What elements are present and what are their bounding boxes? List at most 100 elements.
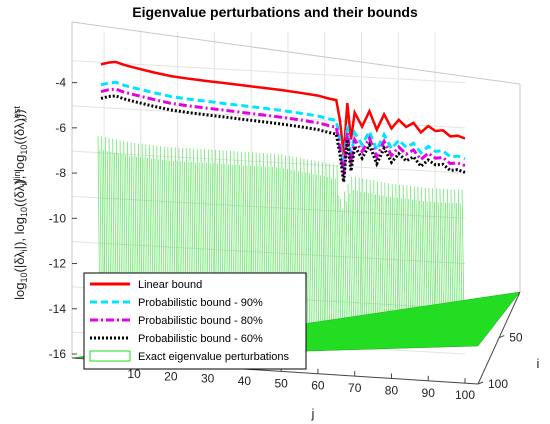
grid-line-z (70, 150, 466, 174)
series-line (100, 80, 466, 169)
exact-spike (437, 202, 441, 324)
exact-spike (320, 175, 323, 330)
z-tick-label: -16 (49, 347, 67, 361)
exact-spike (421, 187, 424, 325)
y-label-sub: 10 (19, 207, 29, 217)
y-label-sup: lin (12, 172, 22, 181)
exact-spike (356, 191, 360, 328)
exact-spike (399, 184, 402, 326)
z-tick-label: -14 (49, 302, 67, 316)
exact-spike (314, 160, 318, 331)
y-label-text: ), log (12, 155, 27, 184)
exact-spike (331, 177, 334, 330)
exact-spike (362, 178, 366, 328)
exact-spike (351, 176, 355, 329)
exact-spike (309, 173, 312, 331)
legend-label: Probabilistic bound - 90% (138, 297, 263, 309)
exact-spike (338, 195, 342, 329)
y-label-text: (|δλ (12, 251, 27, 273)
x-tick-label: 20 (164, 369, 178, 383)
exact-spike (413, 186, 417, 325)
exact-spike (342, 208, 345, 329)
exact-spike (378, 195, 382, 327)
exact-spike (332, 164, 336, 330)
exact-spike (446, 189, 450, 323)
series-line (100, 87, 466, 176)
legend-label: Exact eigenvalue perturbations (138, 351, 290, 363)
grid-line-z (70, 60, 466, 84)
x-tick-label: 80 (385, 383, 399, 397)
exact-spike (389, 197, 393, 326)
x-tick-label: 90 (422, 386, 436, 400)
y-label-sub: i (19, 249, 29, 251)
exact-spike (452, 203, 456, 323)
x-tick-label: 100 (455, 388, 475, 402)
exact-spike (327, 176, 331, 330)
exact-spike (393, 197, 397, 326)
exact-spike (419, 200, 423, 325)
exact-spike (307, 159, 310, 331)
y-label-sub: 10 (19, 273, 29, 283)
exact-spike (459, 203, 463, 323)
exact-spike (426, 201, 430, 324)
exact-spike (343, 191, 347, 329)
exact-spike (400, 198, 404, 326)
exact-spike (316, 174, 320, 330)
exact-spike (369, 179, 373, 328)
grid-line-z (70, 105, 466, 129)
y-label-sup: est (12, 106, 22, 119)
exact-spike (386, 196, 389, 327)
x-axis-label: j (311, 406, 315, 421)
exact-spike (430, 201, 434, 324)
legend-box (83, 272, 307, 370)
exact-spike (329, 163, 332, 330)
legend-label: Probabilistic bound - 80% (138, 315, 263, 327)
exact-spike (323, 176, 327, 330)
exact-spike (340, 199, 344, 329)
z-tick-label: -6 (55, 121, 66, 135)
y-label-sub: i (19, 184, 29, 186)
exact-spike (345, 201, 349, 329)
exact-spike (443, 188, 446, 324)
legend-label: Probabilistic bound - 60% (138, 333, 263, 345)
exact-spike (360, 191, 364, 328)
exact-spike (310, 159, 314, 331)
exact-spike (334, 178, 338, 329)
exact-spike (321, 162, 325, 330)
exact-spike (366, 179, 369, 328)
x-tick-label: 30 (201, 372, 215, 386)
exact-spike (410, 185, 413, 325)
y-label-text: ((δλ) (12, 118, 27, 144)
series-line (100, 94, 466, 183)
exact-spike (439, 188, 443, 324)
exact-spike (367, 193, 371, 328)
exact-spike (371, 193, 375, 327)
axes: -4 -6 -8 -10 -12 -14 -16 10 20 30 40 50 60 70 80 90 100 5… (49, 21, 523, 402)
exact-spike (406, 185, 410, 326)
z-tick-label: -10 (49, 211, 67, 225)
x-tick-label: 60 (311, 379, 325, 393)
exact-spike (395, 184, 399, 326)
z-tick-label: -12 (49, 257, 67, 271)
x-tick-label: 50 (274, 376, 288, 390)
i-tick-label: 100 (488, 377, 508, 391)
exact-spike (375, 194, 378, 327)
exact-spike (412, 199, 415, 325)
exact-spike (397, 197, 401, 326)
y-axis-label: log10(|δλi|), log10((δλ)lini), log10((δλ… (12, 106, 29, 300)
exact-spike (445, 202, 448, 323)
exact-spike (450, 189, 454, 323)
exact-spike (373, 180, 377, 327)
y-label-text: log (12, 283, 27, 300)
y-label-text: |), log (12, 217, 27, 249)
exact-spike (364, 192, 367, 328)
exact-spike (382, 195, 386, 327)
exact-spike (408, 199, 412, 325)
exact-spike (388, 183, 391, 327)
exact-spike (353, 190, 356, 328)
exact-spike (456, 203, 459, 323)
y-label-text: ((δλ) (12, 181, 27, 207)
legend-swatch (89, 350, 131, 362)
series-line (100, 60, 466, 156)
